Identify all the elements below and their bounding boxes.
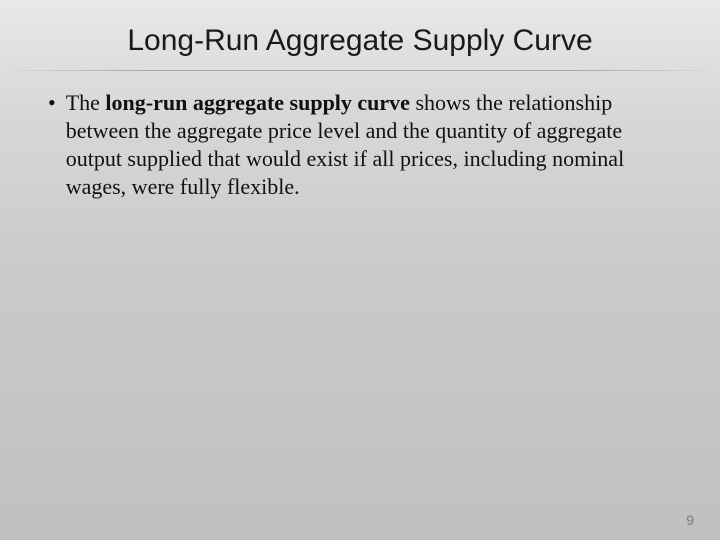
- bullet-text: The long-run aggregate supply curve show…: [66, 89, 672, 202]
- slide-title: Long-Run Aggregate Supply Curve: [0, 0, 720, 70]
- bullet-item: • The long-run aggregate supply curve sh…: [48, 89, 672, 202]
- bullet-marker: •: [48, 89, 56, 117]
- bullet-text-bold: long-run aggregate supply curve: [105, 90, 410, 115]
- slide-body: • The long-run aggregate supply curve sh…: [0, 71, 720, 202]
- page-number: 9: [686, 512, 694, 528]
- bullet-text-pre: The: [66, 90, 106, 115]
